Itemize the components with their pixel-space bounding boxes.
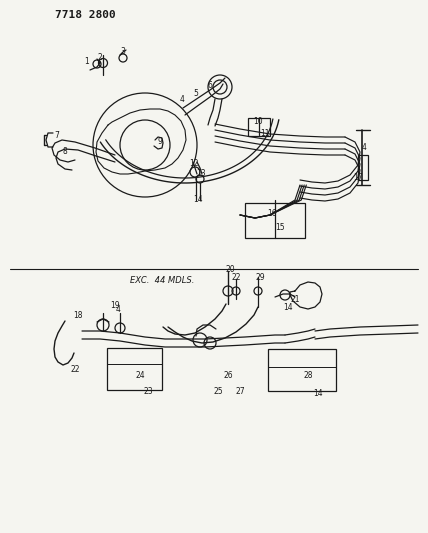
Text: 4: 4 [180,95,184,104]
Text: 27: 27 [235,387,245,397]
Text: 5: 5 [193,90,199,99]
Bar [358,155,368,180]
Text: 23: 23 [143,387,153,397]
Text: 7: 7 [54,132,59,141]
Text: 6: 6 [208,82,212,91]
Text: 10: 10 [253,117,263,126]
Text: 24: 24 [135,372,145,381]
Text: 14: 14 [193,196,203,205]
Bar [107,348,162,390]
Text: 25: 25 [213,387,223,397]
Text: 16: 16 [267,209,277,219]
Text: 1: 1 [85,58,89,67]
Text: 14: 14 [313,389,323,398]
Text: 20: 20 [225,265,235,274]
Text: 14: 14 [283,303,293,312]
Text: EXC.  44 MDLS.: EXC. 44 MDLS. [130,276,194,285]
Text: 21: 21 [290,295,300,304]
Text: 17: 17 [353,174,363,182]
Text: 4: 4 [362,142,366,151]
Text: 19: 19 [110,301,120,310]
Text: 13: 13 [196,168,206,177]
Bar [245,203,305,238]
Text: 15: 15 [275,223,285,232]
Bar [268,349,336,391]
Text: 9: 9 [158,138,163,147]
Text: 3: 3 [121,47,125,56]
Text: 11: 11 [260,128,270,138]
Text: 4: 4 [116,305,120,314]
Text: 22: 22 [70,366,80,375]
Text: 29: 29 [255,273,265,282]
Text: 12: 12 [189,159,199,168]
Text: 18: 18 [73,311,83,320]
Text: 2: 2 [98,52,102,61]
Text: 8: 8 [62,148,67,157]
Text: 22: 22 [231,273,241,282]
Bar [248,118,270,136]
Text: 7718 2800: 7718 2800 [55,10,116,20]
Text: 28: 28 [303,370,313,379]
Text: 26: 26 [223,372,233,381]
